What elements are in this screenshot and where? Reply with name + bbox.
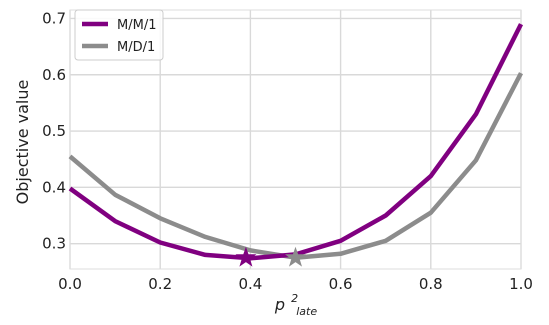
x-axis-ticks: 0.0 0.2 0.4 0.6 0.8 1.0 — [58, 275, 533, 293]
y-tick-label: 0.3 — [42, 235, 66, 253]
y-tick-label: 0.5 — [42, 122, 66, 140]
min-marker-star-md1 — [285, 246, 306, 267]
min-markers — [235, 246, 306, 267]
legend: M/M/1 M/D/1 — [74, 9, 164, 61]
x-tick-label: 0.2 — [148, 275, 172, 293]
y-tick-label: 0.4 — [42, 178, 66, 196]
y-tick-label: 0.6 — [42, 66, 66, 84]
x-tick-label: 0.8 — [419, 275, 443, 293]
plot-area — [69, 9, 522, 270]
legend-label-md1: M/D/1 — [117, 40, 155, 55]
x-tick-label: 0.4 — [238, 275, 262, 293]
x-axis-title: p 2 late — [274, 287, 317, 318]
legend-label-mm1: M/M/1 — [117, 18, 156, 33]
y-axis-title: Objective value — [13, 80, 32, 205]
x-tick-label: 0.0 — [58, 275, 82, 293]
x-axis-title-subscript: late — [296, 305, 317, 318]
x-tick-label: 0.6 — [329, 275, 353, 293]
y-tick-label: 0.7 — [42, 9, 66, 27]
y-axis-ticks: 0.3 0.4 0.5 0.6 0.7 — [42, 9, 66, 252]
min-marker-star-mm1 — [235, 246, 257, 267]
x-axis-title-superscript: 2 — [291, 292, 298, 305]
x-axis-title-base: p — [274, 295, 285, 314]
x-tick-label: 1.0 — [509, 275, 533, 293]
